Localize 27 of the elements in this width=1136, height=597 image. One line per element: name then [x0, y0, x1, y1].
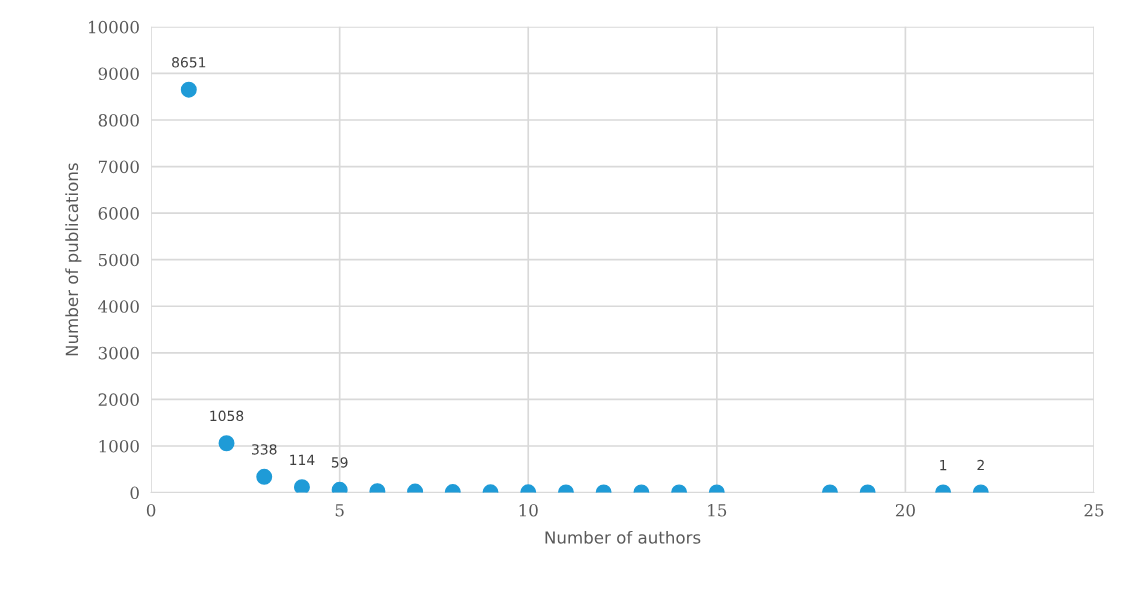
data-label: 338 [252, 444, 277, 455]
y-tick-label: 10000 [88, 20, 139, 34]
y-tick-label: 1000 [99, 439, 139, 453]
y-tick-label: 5000 [98, 253, 139, 267]
y-tick-label: 6000 [98, 207, 139, 220]
y-tick-label: 8000 [98, 113, 139, 127]
data-label: 1058 [210, 410, 244, 422]
x-tick-label: 25 [1084, 503, 1104, 517]
data-label: 8651 [172, 57, 206, 68]
y-tick-label: 4000 [98, 300, 139, 313]
x-tick-label: 0 [146, 503, 156, 517]
data-label: 59 [331, 457, 348, 468]
point [180, 81, 197, 98]
y-axis-title: Number of publications [65, 163, 82, 356]
y-tick-label: 9000 [98, 67, 139, 80]
data-label: 2 [977, 459, 984, 471]
x-axis-title: Number of authors [545, 530, 701, 544]
data-label: 1 [940, 460, 947, 471]
data-label: 114 [290, 454, 315, 465]
y-tick-label: 0 [130, 486, 139, 500]
y-tick-label: 2000 [98, 393, 139, 406]
x-tick-label: 10 [519, 503, 538, 517]
x-tick-label: 20 [895, 503, 915, 517]
y-tick-label: 7000 [98, 160, 139, 174]
x-tick-label: 5 [335, 504, 344, 517]
y-tick-label: 3000 [98, 346, 139, 360]
x-tick-label: 15 [708, 503, 727, 517]
